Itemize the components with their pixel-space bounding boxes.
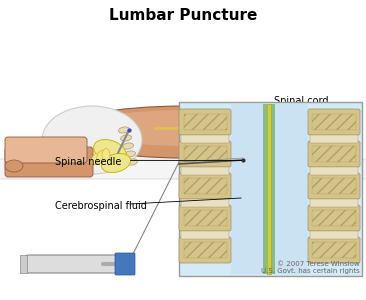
Bar [231, 104, 308, 274]
Bar [310, 167, 358, 175]
Text: Spinal cord: Spinal cord [274, 96, 329, 106]
FancyBboxPatch shape [308, 109, 360, 135]
Ellipse shape [124, 151, 135, 157]
Bar [310, 135, 358, 143]
Bar [181, 199, 229, 207]
FancyBboxPatch shape [308, 237, 360, 263]
Ellipse shape [97, 151, 105, 164]
Ellipse shape [94, 140, 126, 163]
Ellipse shape [296, 119, 348, 157]
FancyBboxPatch shape [308, 141, 360, 167]
Bar [181, 231, 229, 239]
FancyBboxPatch shape [0, 159, 366, 179]
FancyBboxPatch shape [179, 205, 231, 231]
Bar [20, 255, 27, 273]
Text: Cerebrospinal fluid: Cerebrospinal fluid [55, 201, 147, 211]
Text: Spinal needle: Spinal needle [55, 157, 122, 167]
Bar [181, 135, 229, 143]
Ellipse shape [75, 110, 305, 146]
FancyBboxPatch shape [179, 237, 231, 263]
FancyBboxPatch shape [5, 147, 93, 177]
Bar [181, 167, 229, 175]
FancyBboxPatch shape [179, 173, 231, 199]
FancyBboxPatch shape [308, 173, 360, 199]
Ellipse shape [102, 148, 110, 161]
Ellipse shape [296, 126, 324, 154]
FancyBboxPatch shape [308, 205, 360, 231]
Text: © 2007 Terese Winslow
U.S. Govt. has certain rights: © 2007 Terese Winslow U.S. Govt. has cer… [261, 261, 360, 274]
Bar [310, 231, 358, 239]
Ellipse shape [101, 154, 131, 172]
FancyBboxPatch shape [179, 109, 231, 135]
Ellipse shape [91, 153, 101, 165]
Ellipse shape [42, 106, 142, 174]
FancyBboxPatch shape [115, 253, 135, 275]
Bar [179, 102, 362, 276]
Ellipse shape [120, 135, 131, 141]
Ellipse shape [123, 143, 134, 149]
Ellipse shape [55, 106, 315, 158]
FancyBboxPatch shape [26, 255, 130, 273]
FancyBboxPatch shape [179, 141, 231, 167]
Bar [310, 199, 358, 207]
Ellipse shape [127, 159, 138, 165]
Ellipse shape [5, 160, 23, 172]
FancyBboxPatch shape [5, 137, 87, 163]
Ellipse shape [119, 127, 130, 133]
Text: Lumbar Puncture: Lumbar Puncture [109, 8, 257, 23]
